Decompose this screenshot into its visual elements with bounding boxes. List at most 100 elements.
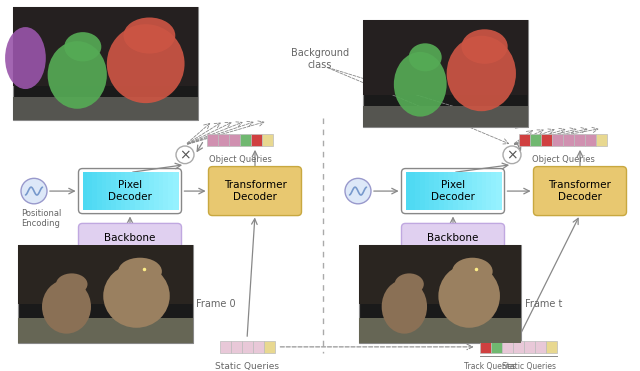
Bar — [17, 245, 193, 304]
Bar — [491, 173, 497, 210]
Ellipse shape — [409, 43, 442, 71]
Bar — [472, 173, 477, 210]
Bar — [135, 173, 141, 210]
Text: Transformer
Decoder: Transformer Decoder — [223, 180, 287, 202]
Bar — [444, 173, 449, 210]
Bar — [159, 173, 164, 210]
Text: ×: × — [506, 148, 518, 162]
Ellipse shape — [42, 280, 91, 334]
Ellipse shape — [452, 258, 493, 285]
Bar — [552, 134, 563, 147]
Bar — [479, 341, 490, 353]
Bar — [502, 341, 513, 353]
Text: ×: × — [179, 148, 191, 162]
Circle shape — [21, 178, 47, 204]
Bar — [140, 173, 145, 210]
Bar — [434, 173, 440, 210]
Text: Transformer
Decoder: Transformer Decoder — [548, 180, 611, 202]
Text: Object Queries: Object Queries — [532, 155, 595, 164]
Bar — [458, 173, 463, 210]
Bar — [486, 173, 492, 210]
Bar — [207, 134, 218, 147]
Bar — [163, 173, 169, 210]
Ellipse shape — [118, 258, 162, 285]
Bar — [125, 173, 131, 210]
Bar — [519, 134, 530, 147]
Bar — [220, 341, 230, 353]
Ellipse shape — [64, 32, 101, 62]
FancyBboxPatch shape — [209, 167, 301, 216]
Bar — [496, 173, 502, 210]
Bar — [439, 173, 445, 210]
FancyBboxPatch shape — [13, 7, 198, 120]
Bar — [144, 173, 150, 210]
Ellipse shape — [124, 17, 175, 53]
Text: Positional
Encoding: Positional Encoding — [21, 209, 61, 228]
Bar — [87, 173, 93, 210]
Bar — [541, 134, 552, 147]
Bar — [420, 173, 426, 210]
Ellipse shape — [461, 29, 508, 64]
Ellipse shape — [394, 52, 447, 116]
Bar — [97, 173, 102, 210]
Bar — [545, 341, 557, 353]
Bar — [17, 318, 193, 343]
Bar — [534, 341, 545, 353]
Text: Background
class: Background class — [291, 48, 349, 70]
Bar — [111, 173, 116, 210]
Bar — [173, 173, 179, 210]
FancyBboxPatch shape — [359, 245, 521, 343]
Bar — [229, 134, 240, 147]
Circle shape — [345, 178, 371, 204]
Ellipse shape — [107, 24, 184, 103]
Bar — [415, 173, 420, 210]
Bar — [116, 173, 122, 210]
Ellipse shape — [381, 280, 427, 334]
Bar — [453, 173, 459, 210]
Bar — [102, 173, 108, 210]
Bar — [120, 173, 126, 210]
Bar — [406, 173, 412, 210]
Bar — [92, 173, 98, 210]
Text: Backbone: Backbone — [104, 233, 156, 243]
Bar — [574, 134, 585, 147]
Ellipse shape — [103, 264, 170, 328]
Ellipse shape — [447, 36, 516, 111]
Ellipse shape — [5, 27, 46, 89]
Bar — [264, 341, 275, 353]
Bar — [424, 173, 430, 210]
Bar — [13, 98, 198, 120]
FancyBboxPatch shape — [17, 245, 193, 343]
FancyBboxPatch shape — [534, 167, 627, 216]
FancyBboxPatch shape — [362, 20, 527, 127]
Bar — [83, 173, 88, 210]
Bar — [218, 134, 229, 147]
Bar — [154, 173, 159, 210]
Bar — [362, 106, 527, 127]
Bar — [585, 134, 596, 147]
Bar — [362, 20, 527, 95]
Bar — [253, 341, 264, 353]
Text: Pixel
Decoder: Pixel Decoder — [108, 180, 152, 202]
Bar — [168, 173, 173, 210]
Ellipse shape — [438, 264, 500, 328]
Text: Object Queries: Object Queries — [209, 155, 271, 164]
Bar — [490, 341, 502, 353]
Bar — [524, 341, 534, 353]
Bar — [230, 341, 241, 353]
Bar — [477, 173, 483, 210]
Ellipse shape — [47, 41, 107, 109]
Bar — [359, 245, 521, 304]
Bar — [106, 173, 112, 210]
Bar — [251, 134, 262, 147]
Bar — [463, 173, 468, 210]
Bar — [410, 173, 416, 210]
Text: Frame t: Frame t — [525, 299, 563, 309]
Circle shape — [503, 146, 521, 164]
Ellipse shape — [395, 273, 424, 295]
Bar — [262, 134, 273, 147]
Bar — [467, 173, 473, 210]
Bar — [240, 134, 251, 147]
FancyBboxPatch shape — [401, 223, 504, 253]
Bar — [359, 318, 521, 343]
